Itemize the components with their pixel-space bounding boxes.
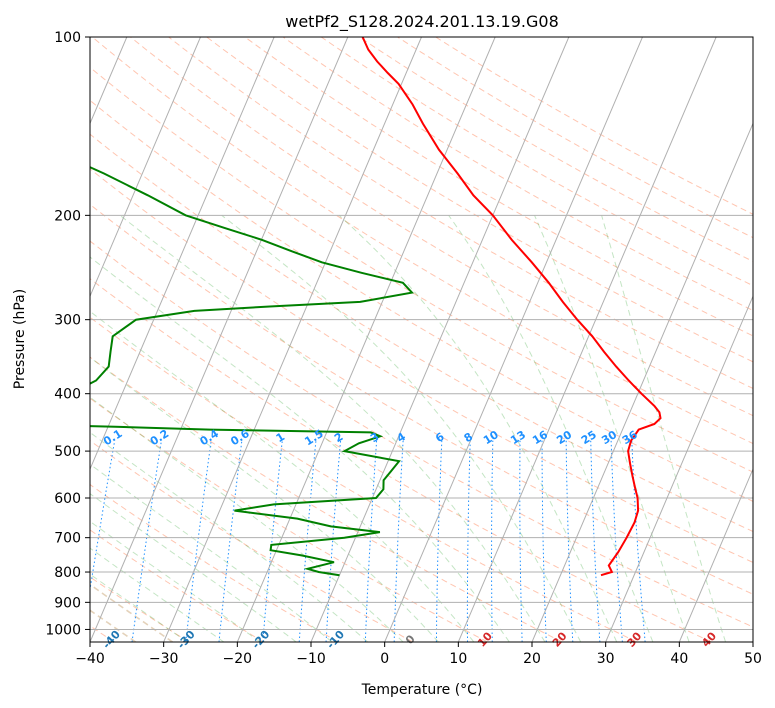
x-tick-label: −30 — [149, 651, 179, 667]
y-tick-label: 500 — [54, 444, 81, 460]
mixing-ratio-line — [491, 440, 494, 642]
isotherm-line — [163, 37, 422, 642]
y-axis: 100 200 300 400 500 600 700 800 900 1000 — [45, 30, 90, 638]
mixing-ratio-line — [325, 440, 342, 642]
x-axis-label: Temperature (°C) — [361, 682, 483, 698]
moist-adiabat-line — [601, 215, 727, 642]
mixing-ratio-lines — [90, 440, 646, 642]
moist-adiabat-line — [90, 396, 404, 642]
mixing-ratio-line — [90, 440, 116, 593]
x-tick-label: −20 — [223, 651, 253, 667]
x-tick-label: 40 — [670, 651, 688, 667]
y-tick-label: 400 — [54, 387, 81, 403]
moist-adiabat-line — [448, 215, 654, 642]
mixing-ratio-line — [565, 440, 574, 642]
isotherm-line — [90, 37, 349, 642]
moist-adiabats — [90, 214, 727, 642]
x-tick-label: 0 — [380, 651, 389, 667]
moist-adiabat-line — [90, 256, 510, 642]
dry-adiabat-line — [244, 37, 753, 337]
x-tick-label: −40 — [75, 651, 105, 667]
x-tick-label: 30 — [597, 651, 615, 667]
mixing-ratio-line — [610, 440, 623, 642]
x-tick-label: 50 — [744, 651, 762, 667]
isotherm-line — [310, 37, 570, 642]
isotherm-line — [384, 37, 643, 642]
x-axis: −40 −30 −20 −10 0 10 20 30 40 50 — [75, 642, 762, 667]
dry-adiabat-line — [90, 278, 712, 642]
isotherm-line — [531, 122, 753, 642]
dry-adiabat-line — [130, 37, 753, 417]
isotherm-line — [605, 295, 753, 642]
moist-adiabat-line — [90, 547, 225, 642]
moist-adiabat-line — [338, 214, 618, 642]
mixing-ratio-line — [466, 440, 471, 642]
isotherm-line — [678, 467, 753, 642]
plot-background — [90, 37, 753, 642]
mixing-ratio-line — [262, 440, 283, 642]
dry-adiabat-line — [90, 133, 753, 533]
isotherm-line — [457, 37, 717, 642]
chart-title: wetPf2_S128.2024.201.13.19.G08 — [285, 12, 559, 32]
dry-adiabat-line — [90, 203, 753, 595]
moist-adiabat-line — [90, 310, 475, 642]
isotherm-line — [90, 37, 275, 471]
y-tick-label: 600 — [54, 491, 81, 507]
dry-adiabat-line — [90, 529, 264, 642]
y-tick-label: 700 — [54, 531, 81, 547]
plot-frame — [89, 36, 754, 643]
isotherm-line — [90, 37, 201, 298]
moist-adiabat-line — [90, 520, 261, 642]
y-tick-label: 900 — [54, 595, 81, 611]
isotherm-line — [236, 37, 496, 642]
moist-adiabat-line — [90, 573, 188, 642]
mixing-ratio-line — [541, 440, 547, 642]
moist-adiabat-line — [90, 493, 297, 642]
dry-adiabat-line — [168, 37, 753, 389]
y-tick-label: 1000 — [45, 622, 81, 638]
dry-adiabat-line — [90, 356, 563, 642]
moist-adiabat-line — [90, 463, 333, 642]
mixing-ratio-line — [631, 440, 646, 642]
profile-lines — [90, 37, 662, 577]
x-tick-label: −10 — [296, 651, 326, 667]
mixing-ratio-line — [218, 440, 243, 642]
moist-adiabat-line — [119, 214, 546, 642]
y-tick-label: 100 — [54, 30, 81, 46]
dry-adiabat-line — [90, 99, 753, 502]
isotherm-line — [752, 640, 753, 642]
y-tick-label: 800 — [54, 565, 81, 581]
mixing-ratio-line — [131, 440, 162, 642]
dry-adiabat-line — [282, 37, 753, 312]
temperature-line — [361, 37, 662, 577]
dewpoint-line — [90, 166, 414, 577]
y-axis-label: Pressure (hPa) — [12, 289, 28, 389]
mixing-ratio-line — [298, 440, 317, 642]
dry-adiabat-line — [91, 37, 753, 445]
dry-adiabat-line — [90, 483, 339, 642]
y-tick-label: 300 — [54, 313, 81, 329]
dendritic-line — [90, 583, 174, 642]
x-tick-label: 10 — [449, 651, 467, 667]
x-tick-label: 20 — [523, 651, 541, 667]
mixing-ratio-line — [364, 440, 378, 642]
mixing-ratio-line — [590, 440, 601, 642]
moist-adiabat-line — [221, 214, 582, 642]
isotherms — [90, 37, 753, 642]
moist-adiabat-line — [90, 356, 439, 642]
dry-adiabats — [90, 37, 753, 642]
mixing-ratio-line — [435, 440, 443, 642]
y-tick-label: 200 — [54, 208, 81, 224]
moist-adiabat-line — [534, 215, 690, 642]
dry-adiabat-line — [90, 240, 753, 628]
mixing-ratio-line — [185, 440, 212, 642]
dry-adiabat-line — [90, 316, 638, 642]
mixing-ratio-line — [519, 440, 523, 642]
